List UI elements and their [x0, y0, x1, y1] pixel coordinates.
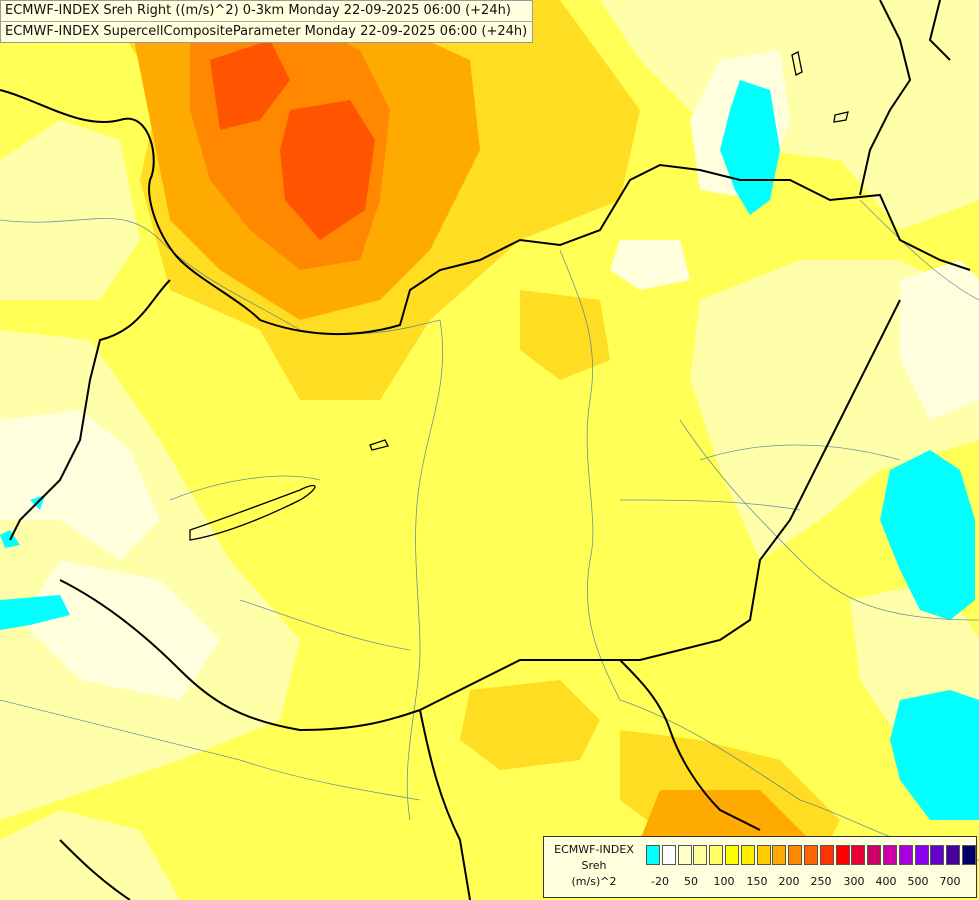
- legend-label: 50: [684, 875, 698, 888]
- legend-label: 200: [778, 875, 800, 888]
- legend-swatch: [835, 845, 850, 865]
- legend-swatch: [883, 845, 897, 865]
- legend-swatch: [804, 845, 818, 865]
- legend-label: 300: [843, 875, 865, 888]
- legend-variable: Sreh: [581, 859, 607, 872]
- legend-swatch: [772, 845, 787, 865]
- legend-swatch: [677, 845, 692, 865]
- header-line-1: ECMWF-INDEX Sreh Right ((m/s)^2) 0-3km M…: [5, 3, 511, 18]
- legend-swatch: [646, 845, 660, 865]
- legend-swatch: [693, 845, 708, 865]
- legend-title: ECMWF-INDEX: [554, 843, 634, 856]
- lakes: [189, 51, 849, 541]
- legend-swatch: [946, 845, 961, 865]
- legend-label: 100: [713, 875, 735, 888]
- legend-swatch: [725, 845, 739, 865]
- legend-swatch: [867, 845, 882, 865]
- legend-swatch: [914, 845, 929, 865]
- legend-label: 500: [907, 875, 929, 888]
- header-separator: [1, 21, 532, 22]
- legend-label: -20: [651, 875, 669, 888]
- legend-swatch: [788, 845, 803, 865]
- legend-swatch: [709, 845, 724, 865]
- cyan-zones: [0, 80, 979, 820]
- legend-swatch: [740, 845, 755, 865]
- header-line-2: ECMWF-INDEX SupercellCompositeParameter …: [5, 24, 528, 39]
- legend-swatch: [898, 845, 913, 865]
- legend-swatch: [851, 845, 866, 865]
- legend-label: 700: [939, 875, 961, 888]
- legend-swatch: [819, 845, 834, 865]
- map-header: ECMWF-INDEX Sreh Right ((m/s)^2) 0-3km M…: [0, 0, 533, 43]
- legend-swatch: [962, 845, 976, 865]
- legend-label: 150: [746, 875, 768, 888]
- legend-swatch: [930, 845, 945, 865]
- legend-swatch: [756, 845, 771, 865]
- color-legend: ECMWF-INDEX Sreh (m/s)^2 -20 50 100 150 200 2…: [543, 836, 977, 898]
- legend-units: (m/s)^2: [571, 875, 617, 888]
- legend-swatch: [661, 845, 676, 865]
- legend-label: 400: [875, 875, 897, 888]
- legend-label: 250: [810, 875, 832, 888]
- red-zones: [210, 40, 375, 240]
